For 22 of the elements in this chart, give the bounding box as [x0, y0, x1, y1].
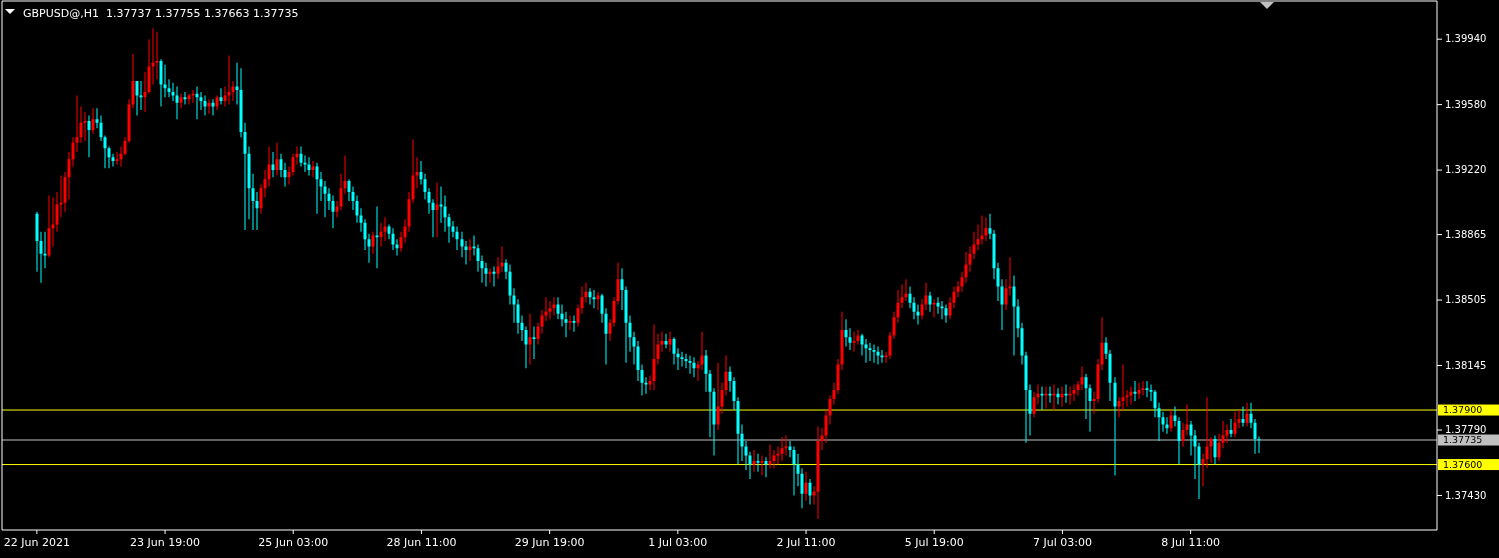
y-tick-label: 1.39220 — [1445, 164, 1487, 176]
x-tick-label: 8 Jul 11:00 — [1161, 535, 1221, 549]
x-tick-label: 7 Jul 03:00 — [1032, 535, 1092, 549]
x-tick-label: 25 Jun 03:00 — [258, 535, 329, 549]
y-tick-label: 1.38505 — [1445, 294, 1487, 306]
x-tick-label: 22 Jun 2021 — [3, 535, 70, 549]
x-tick-label: 28 Jun 11:00 — [386, 535, 457, 549]
y-tick-label: 1.38865 — [1445, 228, 1487, 240]
ref-line-label: 1.37735 — [1443, 434, 1483, 446]
x-tick-label: 29 Jun 19:00 — [514, 535, 585, 549]
y-tick-label: 1.37790 — [1445, 424, 1487, 436]
y-tick-label: 1.39940 — [1445, 33, 1487, 45]
y-tick-label: 1.39580 — [1445, 98, 1487, 110]
ref-line-label: 1.37600 — [1443, 458, 1483, 470]
x-tick-label: 2 Jul 11:00 — [776, 535, 836, 549]
x-tick-label: 5 Jul 19:00 — [904, 535, 964, 549]
y-tick-label: 1.37430 — [1445, 489, 1487, 501]
x-tick-label: 23 Jun 19:00 — [130, 535, 200, 549]
y-tick-label: 1.38145 — [1445, 359, 1487, 371]
ref-line-label: 1.37900 — [1443, 404, 1483, 416]
text: GBPUSD@,H1 1.37737 1.37755 1.37663 1.37735 — [23, 7, 299, 20]
x-tick-label: 1 Jul 03:00 — [648, 535, 708, 549]
